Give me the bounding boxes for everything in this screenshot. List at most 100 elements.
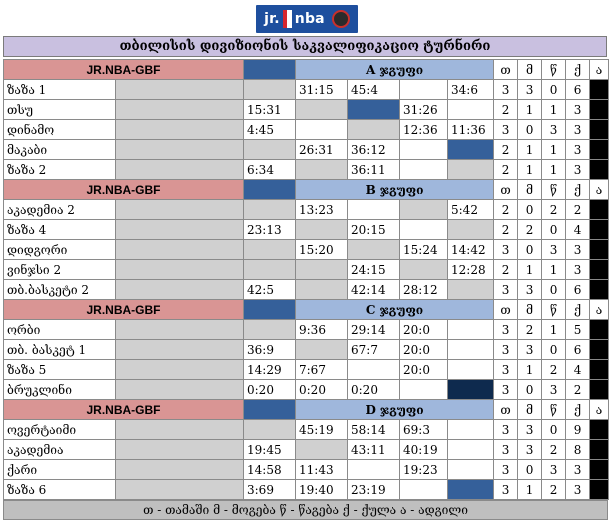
place-cell: 4 xyxy=(589,459,610,480)
team-name: თბ. ბასკეტ 1 xyxy=(3,339,116,360)
stat-cell: 3 xyxy=(565,159,591,180)
stat-cell: 0 xyxy=(541,279,567,300)
header-spacer xyxy=(243,399,296,420)
stat-cell: 2 xyxy=(565,199,591,220)
place-cell: 2 xyxy=(589,319,610,340)
stat-header: მ xyxy=(517,179,543,200)
stat-cell: 3 xyxy=(493,119,519,140)
score-cell xyxy=(243,199,296,220)
team-name: ვინჯსი 2 xyxy=(3,259,116,280)
stat-header: ა xyxy=(589,299,610,320)
team-name: აკადემია 2 xyxy=(3,199,116,220)
stat-header: ა xyxy=(589,59,610,80)
stat-cell: 3 xyxy=(493,439,519,460)
score-cell: 42:5 xyxy=(243,279,296,300)
stat-cell: 8 xyxy=(565,439,591,460)
stat-header: წ xyxy=(541,399,567,420)
score-cell: 11:36 xyxy=(446,119,495,140)
empty-cell xyxy=(115,419,244,440)
league-label: JR.NBA-GBF xyxy=(3,179,244,200)
score-cell: 28:12 xyxy=(399,279,448,300)
team-row: ორბი 9:36 29:14 20:0 3 2 1 5 2 xyxy=(3,319,610,340)
team-name: ზაზა 4 xyxy=(3,219,116,240)
place-cell: 2 xyxy=(589,439,610,460)
stat-cell: 3 xyxy=(565,459,591,480)
stat-cell: 2 xyxy=(565,379,591,400)
place-cell: 4 xyxy=(589,379,610,400)
team-row: დინამო 4:45 12:36 11:36 3 0 3 3 xyxy=(3,119,610,140)
standings-table: JR.NBA-GBF A ჯგუფი თ მ წ ქ ა ზაზა 1 31:15 45:4 34:… xyxy=(3,59,610,500)
score-cell: 31:26 xyxy=(399,99,448,120)
score-cell xyxy=(295,339,348,360)
stat-cell: 1 xyxy=(541,139,567,160)
score-cell: 23:13 xyxy=(243,219,296,240)
score-cell xyxy=(446,159,495,180)
page-title: თბილისის დივიზიონის საკვალიფიკაციო ტურნი… xyxy=(3,36,607,57)
group-header-row: JR.NBA-GBF C ჯგუფი თ მ წ ქ ა xyxy=(3,299,610,320)
group-label: C ჯგუფი xyxy=(294,299,495,320)
stat-header: ქ xyxy=(565,399,591,420)
stat-cell: 4 xyxy=(565,359,591,380)
score-cell: 20:0 xyxy=(399,339,448,360)
place-cell xyxy=(589,99,610,120)
stat-header: მ xyxy=(517,299,543,320)
stat-cell: 3 xyxy=(517,339,543,360)
score-cell xyxy=(295,119,348,140)
score-cell xyxy=(446,479,495,500)
stat-cell: 3 xyxy=(493,459,519,480)
score-cell xyxy=(295,219,348,240)
stat-header: მ xyxy=(517,59,543,80)
score-cell xyxy=(243,239,296,260)
score-cell xyxy=(243,319,296,340)
score-cell: 19:40 xyxy=(295,479,348,500)
stat-cell: 0 xyxy=(517,199,543,220)
jr-nba-logo: jr. nba xyxy=(256,5,358,33)
score-cell xyxy=(399,479,448,500)
score-cell xyxy=(446,439,495,460)
stat-cell: 2 xyxy=(493,199,519,220)
group-label: B ჯგუფი xyxy=(294,179,495,200)
score-cell: 36:9 xyxy=(243,339,296,360)
score-cell: 24:15 xyxy=(347,259,400,280)
place-cell xyxy=(589,219,610,240)
stat-cell: 1 xyxy=(541,319,567,340)
score-cell xyxy=(295,439,348,460)
score-cell xyxy=(347,119,400,140)
stat-cell: 4 xyxy=(565,219,591,240)
place-cell: 1 xyxy=(589,419,610,440)
score-cell: 43:11 xyxy=(347,439,400,460)
team-name: ზაზა 1 xyxy=(3,79,116,100)
score-cell xyxy=(295,99,348,120)
stat-cell: 3 xyxy=(493,339,519,360)
team-name: ბრუკლინი xyxy=(3,379,116,400)
group-header-row: JR.NBA-GBF D ჯგუფი თ მ წ ქ ა xyxy=(3,399,610,420)
stat-cell: 2 xyxy=(541,359,567,380)
score-cell: 11:43 xyxy=(295,459,348,480)
score-cell: 29:14 xyxy=(347,319,400,340)
empty-cell xyxy=(115,379,244,400)
stat-cell: 1 xyxy=(541,99,567,120)
league-label: JR.NBA-GBF xyxy=(3,59,244,80)
empty-cell xyxy=(115,99,244,120)
team-row: თბ. ბასკეტ 1 36:9 67:7 20:0 3 3 0 6 1 xyxy=(3,339,610,360)
stat-header: თ xyxy=(493,179,519,200)
stat-cell: 3 xyxy=(565,479,591,500)
team-name: დინამო xyxy=(3,119,116,140)
stat-cell: 3 xyxy=(517,419,543,440)
score-cell: 0:20 xyxy=(295,379,348,400)
league-label: JR.NBA-GBF xyxy=(3,399,244,420)
team-row: ზაზა 6 3:69 19:40 23:19 3 1 2 3 3 xyxy=(3,479,610,500)
score-cell: 19:23 xyxy=(399,459,448,480)
score-cell xyxy=(446,139,495,160)
stat-cell: 3 xyxy=(493,419,519,440)
empty-cell xyxy=(115,119,244,140)
score-cell xyxy=(295,259,348,280)
score-cell: 12:36 xyxy=(399,119,448,140)
team-row: აკადემია 2 13:23 5:42 2 0 2 2 xyxy=(3,199,610,220)
score-cell xyxy=(347,459,400,480)
group-label: A ჯგუფი xyxy=(294,59,495,80)
team-row: ზაზა 1 31:15 45:4 34:6 3 3 0 6 xyxy=(3,79,610,100)
empty-cell xyxy=(115,339,244,360)
score-cell xyxy=(399,259,448,280)
score-cell: 0:20 xyxy=(347,379,400,400)
